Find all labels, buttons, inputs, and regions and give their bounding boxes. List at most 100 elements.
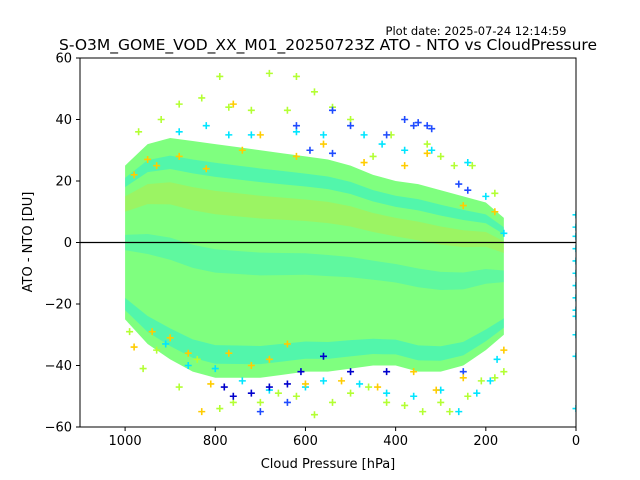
x-tick-label: 0 — [572, 434, 580, 449]
point-marker — [450, 162, 458, 170]
point-marker — [238, 146, 246, 154]
point-marker — [166, 334, 174, 342]
point-marker — [193, 355, 201, 363]
point-marker — [247, 131, 255, 139]
point-marker — [572, 405, 576, 413]
point-marker — [414, 119, 422, 127]
point-marker — [283, 106, 291, 114]
point-marker — [184, 349, 192, 357]
point-marker — [297, 368, 305, 376]
point-marker — [211, 365, 219, 373]
point-marker — [423, 140, 431, 148]
point-marker — [329, 106, 337, 114]
plot-area — [125, 137, 504, 378]
point-marker — [283, 340, 291, 348]
point-marker — [306, 146, 314, 154]
point-marker — [162, 340, 170, 348]
point-marker — [491, 374, 499, 382]
point-marker — [207, 380, 215, 388]
y-tick-label: −60 — [45, 421, 72, 436]
point-marker — [175, 100, 183, 108]
point-marker — [455, 180, 463, 188]
point-marker — [572, 211, 576, 219]
point-marker — [410, 392, 418, 400]
point-marker — [310, 411, 318, 419]
series-4 — [572, 211, 576, 413]
point-marker — [157, 116, 165, 123]
point-marker — [347, 122, 355, 130]
point-marker — [347, 116, 355, 123]
point-marker — [419, 408, 427, 416]
point-marker — [247, 106, 255, 114]
point-marker — [464, 392, 472, 400]
y-tick-label: 20 — [55, 175, 72, 190]
point-marker — [401, 116, 409, 123]
dense-point-cloud — [125, 137, 504, 378]
x-tick-label: 800 — [203, 434, 228, 449]
y-tick-label: −40 — [45, 359, 72, 374]
cloud-band-2 — [125, 297, 504, 365]
point-marker — [383, 131, 391, 139]
point-marker — [175, 128, 183, 136]
point-marker — [572, 352, 576, 360]
point-marker — [329, 398, 337, 406]
point-marker — [229, 392, 237, 400]
point-marker — [468, 162, 476, 170]
point-marker — [216, 72, 224, 80]
point-marker — [410, 368, 418, 376]
series-1 — [162, 122, 508, 416]
point-marker — [225, 103, 233, 111]
point-marker — [319, 131, 327, 139]
point-marker — [238, 377, 246, 385]
point-marker — [401, 162, 409, 170]
point-marker — [500, 229, 508, 237]
x-tick-label: 400 — [383, 434, 408, 449]
y-tick-label: 60 — [55, 52, 72, 67]
point-marker — [365, 383, 373, 391]
point-marker — [491, 189, 499, 197]
point-marker — [130, 171, 138, 179]
point-marker — [410, 122, 418, 130]
point-marker — [428, 125, 436, 133]
x-axis-label: Cloud Pressure [hPa] — [261, 457, 396, 472]
point-marker — [292, 152, 300, 160]
point-marker — [175, 152, 183, 160]
point-marker — [423, 149, 431, 157]
point-marker — [292, 128, 300, 136]
point-marker — [292, 122, 300, 130]
point-marker — [428, 146, 436, 154]
point-marker — [360, 131, 368, 139]
point-marker — [256, 408, 264, 416]
point-marker — [198, 408, 206, 416]
point-marker — [319, 352, 327, 360]
point-marker — [301, 380, 309, 388]
cloud-band-3 — [125, 182, 504, 253]
point-marker — [347, 368, 355, 376]
point-marker — [493, 355, 501, 363]
point-marker — [437, 152, 445, 160]
point-marker — [310, 88, 318, 96]
point-marker — [378, 140, 386, 148]
point-marker — [572, 223, 576, 231]
series-3 — [130, 100, 508, 416]
point-marker — [184, 362, 192, 369]
point-marker — [229, 398, 237, 406]
cloud-band-1 — [125, 155, 504, 235]
point-marker — [482, 192, 490, 200]
point-marker — [329, 149, 337, 157]
y-tick-label: 0 — [64, 236, 72, 251]
point-marker — [572, 282, 576, 290]
point-marker — [130, 343, 138, 351]
plot-date: Plot date: 2025-07-24 12:14:59 — [386, 24, 567, 38]
point-marker — [148, 328, 156, 336]
point-marker — [126, 328, 134, 336]
point-marker — [202, 165, 210, 173]
point-marker — [500, 346, 508, 354]
point-marker — [292, 72, 300, 80]
y-axis: −60 −40 −20 0 20 40 60 — [45, 52, 80, 436]
point-marker — [459, 374, 467, 382]
point-marker — [139, 365, 147, 373]
point-marker — [432, 386, 440, 394]
series-0 — [126, 69, 508, 419]
